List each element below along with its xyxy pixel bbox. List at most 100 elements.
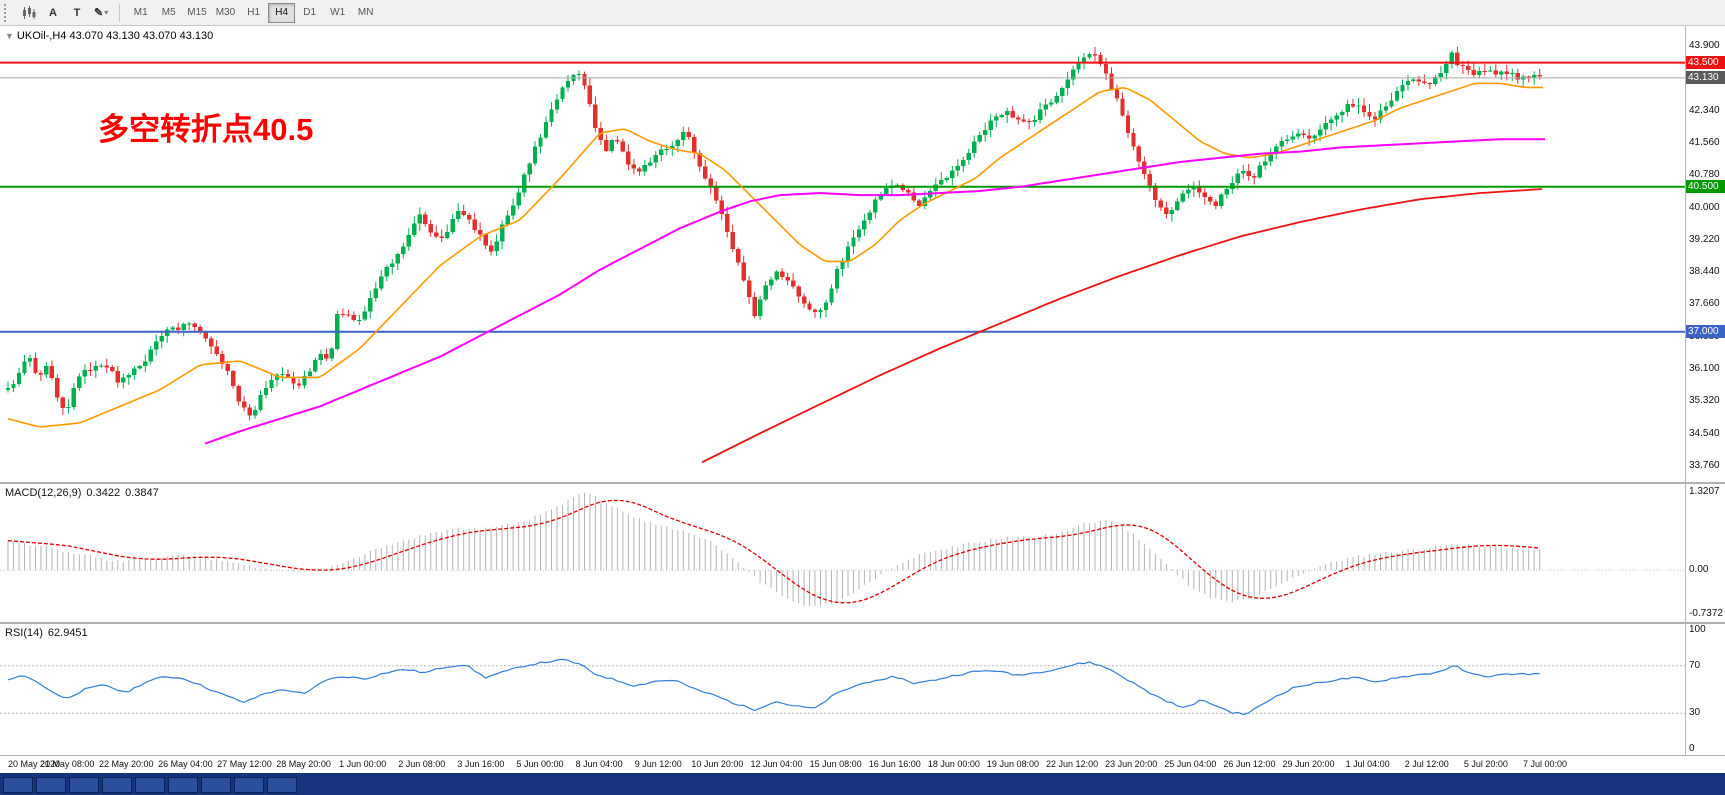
price-scale-label: 43.900: [1689, 40, 1720, 51]
macd-main-value: 0.3422: [86, 487, 121, 499]
price-scale-label: 37.660: [1689, 298, 1720, 310]
price-badge: 43.130: [1686, 70, 1725, 84]
time-label: 7 Jul 00:00: [1522, 759, 1568, 769]
macd-panel: MACD(12,26,9) 0.3422 0.3847 1.3207 0.00 -0.7…: [0, 484, 1725, 622]
time-label: 22 May 20:00: [98, 759, 154, 769]
symbol-period-label: UKOil-,H4: [16, 30, 67, 42]
time-label: 27 May 12:00: [217, 759, 272, 769]
time-label: 25 Jun 04:00: [1164, 759, 1217, 769]
taskbar-tab[interactable]: [102, 776, 132, 793]
cursor-tool-button[interactable]: A: [42, 3, 64, 23]
time-axis[interactable]: 20 May 2020 21 May 08:00 22 May 20:00 26 Ma…: [0, 755, 1725, 773]
toolbar-grip[interactable]: [4, 3, 12, 22]
price-scale-label: 35.320: [1689, 395, 1720, 407]
price-badge: 37.000: [1686, 324, 1725, 338]
macd-scale-label: -0.7372: [1689, 608, 1723, 619]
timeframe-m30-button[interactable]: M30: [212, 3, 239, 23]
time-label: 21 May 08:00: [39, 759, 95, 769]
panel-splitter[interactable]: [0, 482, 1725, 484]
price-scale-label: 33.760: [1689, 460, 1720, 471]
time-label: 1 Jul 04:00: [1345, 759, 1390, 769]
taskbar-tab[interactable]: [267, 776, 297, 793]
macd-scale[interactable]: 1.3207 0.00 -0.7372: [1685, 484, 1725, 622]
time-label: 9 Jun 12:00: [634, 759, 682, 769]
rsi-label: RSI(14) 62.9451: [5, 627, 93, 639]
time-label: 22 Jun 12:00: [1046, 759, 1099, 769]
chevron-down-icon: ▾: [104, 8, 109, 17]
time-label: 28 May 20:00: [276, 759, 331, 769]
time-label: 10 Jun 20:00: [691, 759, 744, 769]
timeframe-h1-button[interactable]: H1: [240, 3, 267, 23]
price-scale-label: 40.780: [1689, 169, 1720, 181]
taskbar-tab[interactable]: [168, 776, 198, 793]
timeframe-toolbar: M1 M5 M15 M30 H1 H4 D1 W1 MN: [127, 2, 379, 23]
toolbar: A T ✎ ▾ M1 M5 M15 M30 H1 H4 D1 W1 MN: [0, 0, 1725, 26]
time-label: 15 Jun 08:00: [809, 759, 862, 769]
taskbar-tab[interactable]: [201, 776, 231, 793]
timeframe-w1-button[interactable]: W1: [324, 3, 351, 23]
price-scale-label: 41.560: [1689, 136, 1720, 148]
time-label: 19 Jun 08:00: [986, 759, 1039, 769]
rsi-value: 62.9451: [47, 627, 88, 639]
time-label: 23 Jun 20:00: [1105, 759, 1158, 769]
rsi-plot[interactable]: [0, 624, 1685, 755]
time-label: 2 Jun 08:00: [398, 759, 446, 769]
toolbar-separator: [119, 3, 121, 22]
text-tool-button[interactable]: T: [66, 3, 88, 23]
taskbar-tab[interactable]: [3, 776, 33, 793]
macd-scale-label: 0.00: [1689, 564, 1709, 576]
macd-plot[interactable]: [0, 484, 1685, 622]
panel-splitter[interactable]: [0, 622, 1725, 624]
rsi-name: RSI(14): [5, 627, 43, 639]
timeframe-d1-button[interactable]: D1: [296, 3, 323, 23]
price-scale-label: 39.220: [1689, 233, 1720, 245]
time-label: 5 Jun 00:00: [516, 759, 564, 769]
macd-label: MACD(12,26,9) 0.3422 0.3847: [5, 487, 164, 499]
macd-scale-label: 1.3207: [1689, 486, 1720, 497]
price-scale-label: 38.440: [1689, 266, 1720, 278]
time-label: 18 Jun 00:00: [927, 759, 980, 769]
rsi-scale-label: 70: [1689, 659, 1701, 671]
chart-window-button[interactable]: [18, 3, 40, 23]
time-label: 16 Jun 16:00: [868, 759, 921, 769]
timeframe-h4-button[interactable]: H4: [268, 2, 296, 23]
one-click-collapse-icon[interactable]: ▼: [5, 31, 14, 41]
time-label: 29 Jun 20:00: [1282, 759, 1335, 769]
price-scale-label: 42.340: [1689, 104, 1720, 116]
time-label: 5 Jul 20:00: [1463, 759, 1508, 769]
time-label: 12 Jun 04:00: [750, 759, 803, 769]
candlestick-chart-icon: [23, 5, 36, 19]
timeframe-m5-button[interactable]: M5: [155, 3, 182, 23]
time-label: 2 Jul 12:00: [1404, 759, 1449, 769]
draw-tools-button[interactable]: ✎ ▾: [90, 3, 112, 23]
time-label: 20 May 2020: [8, 759, 61, 769]
main-chart-plot[interactable]: [0, 26, 1685, 482]
rsi-panel: RSI(14) 62.9451 100 70 30 0: [0, 624, 1725, 755]
timeframe-m1-button[interactable]: M1: [127, 3, 154, 23]
taskbar-tab[interactable]: [36, 776, 66, 793]
timeframe-mn-button[interactable]: MN: [352, 3, 379, 23]
time-label: 26 May 04:00: [158, 759, 213, 769]
macd-signal-value: 0.3847: [125, 487, 159, 499]
price-scale-label: 34.540: [1689, 427, 1720, 439]
time-label: 1 Jun 00:00: [339, 759, 387, 769]
taskbar-tab[interactable]: [69, 776, 99, 793]
main-chart-panel: ▼ UKOil-,H4 43.070 43.130 43.070 43.130 多…: [0, 26, 1725, 482]
price-scale-label: 40.000: [1689, 201, 1720, 213]
time-label: 26 Jun 12:00: [1223, 759, 1276, 769]
taskbar-tab[interactable]: [135, 776, 165, 793]
rsi-scale-label: 30: [1689, 707, 1701, 719]
rsi-scale-label: 0: [1689, 743, 1695, 754]
bottom-taskbar: [0, 773, 1725, 795]
rsi-scale-label: 100: [1689, 624, 1706, 635]
taskbar-tab[interactable]: [234, 776, 264, 793]
chart-annotation: 多空转折点40.5: [98, 112, 314, 147]
timeframe-m15-button[interactable]: M15: [183, 3, 210, 23]
price-scale-label: 36.100: [1689, 363, 1720, 375]
price-badge: 40.500: [1686, 179, 1725, 193]
price-badge: 43.500: [1686, 55, 1725, 69]
rsi-scale[interactable]: 100 70 30 0: [1685, 624, 1725, 755]
price-scale[interactable]: 43.900 42.340 41.560 40.780 40.000 39.220 38.4…: [1685, 26, 1725, 482]
time-label: 3 Jun 16:00: [457, 759, 505, 769]
